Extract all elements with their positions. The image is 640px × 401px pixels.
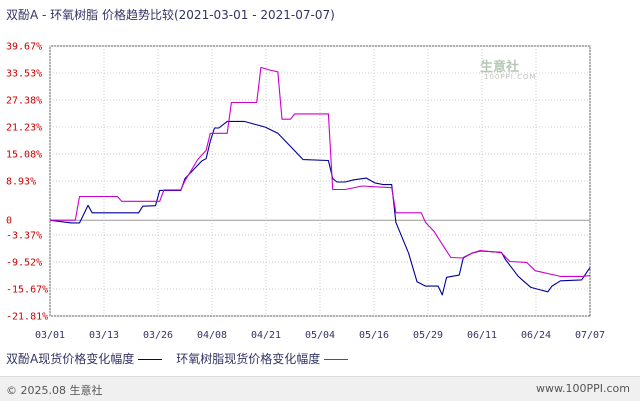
y-tick-label: 39.67% xyxy=(6,42,42,53)
y-tick-label: -9.52% xyxy=(6,258,42,269)
x-tick-label: 05/04 xyxy=(305,330,335,341)
y-axis-labels: 39.67% 33.53% 27.38% 21.23% 15.08% 8.93% 0 -3.3… xyxy=(6,42,48,323)
x-axis-labels: 03/01 03/13 03/26 04/08 04/21 05/04 05/16 05/29… xyxy=(35,330,605,341)
grid xyxy=(49,45,591,317)
y-tick-label: 27.38% xyxy=(6,95,42,106)
x-tick-label: 05/16 xyxy=(359,330,389,341)
legend-label: 环氧树脂现货价格变化幅度 xyxy=(176,352,321,366)
watermark-logo: 生意社 xyxy=(480,60,520,75)
series-lines xyxy=(49,66,591,296)
footer: © 2025.08 生意社 www.100PPI.com xyxy=(0,376,640,401)
copyright-text: © 2025.08 生意社 xyxy=(6,384,103,397)
x-tick-label: 04/21 xyxy=(251,330,281,341)
x-tick-label: 05/29 xyxy=(413,330,443,341)
legend-label: 双酚A现货价格变化幅度 xyxy=(6,352,135,366)
legend-swatch xyxy=(324,359,349,360)
y-tick-label: -15.67% xyxy=(6,285,48,296)
watermark-url: 100PPI.COM xyxy=(484,73,537,81)
x-tick-label: 06/24 xyxy=(521,330,551,341)
x-tick-label: 04/08 xyxy=(197,330,227,341)
y-tick-label: 0 xyxy=(6,216,12,227)
legend: 双酚A现货价格变化幅度 环氧树脂现货价格变化幅度 xyxy=(6,350,362,367)
x-tick-label: 06/11 xyxy=(467,330,497,341)
y-tick-label: 33.53% xyxy=(6,68,42,79)
y-tick-label: 15.08% xyxy=(6,149,42,160)
chart-title: 双酚A - 环氧树脂 价格趋势比较(2021-03-01 - 2021-07-0… xyxy=(6,8,335,22)
x-tick-label: 03/26 xyxy=(143,330,173,341)
x-tick-label: 03/13 xyxy=(89,330,119,341)
y-tick-label: 21.23% xyxy=(6,122,42,133)
legend-item: 双酚A现货价格变化幅度 xyxy=(6,350,163,367)
x-tick-label: 07/07 xyxy=(575,330,605,341)
y-tick-label: -21.81% xyxy=(6,312,48,323)
y-tick-label: 8.93% xyxy=(6,177,36,188)
series-line-2 xyxy=(50,66,591,277)
legend-item: 环氧树脂现货价格变化幅度 xyxy=(176,350,349,367)
x-tick-label: 03/01 xyxy=(35,330,65,341)
site-link[interactable]: www.100PPI.com xyxy=(536,382,630,395)
legend-swatch xyxy=(138,359,163,360)
y-tick-label: -3.37% xyxy=(6,231,42,242)
